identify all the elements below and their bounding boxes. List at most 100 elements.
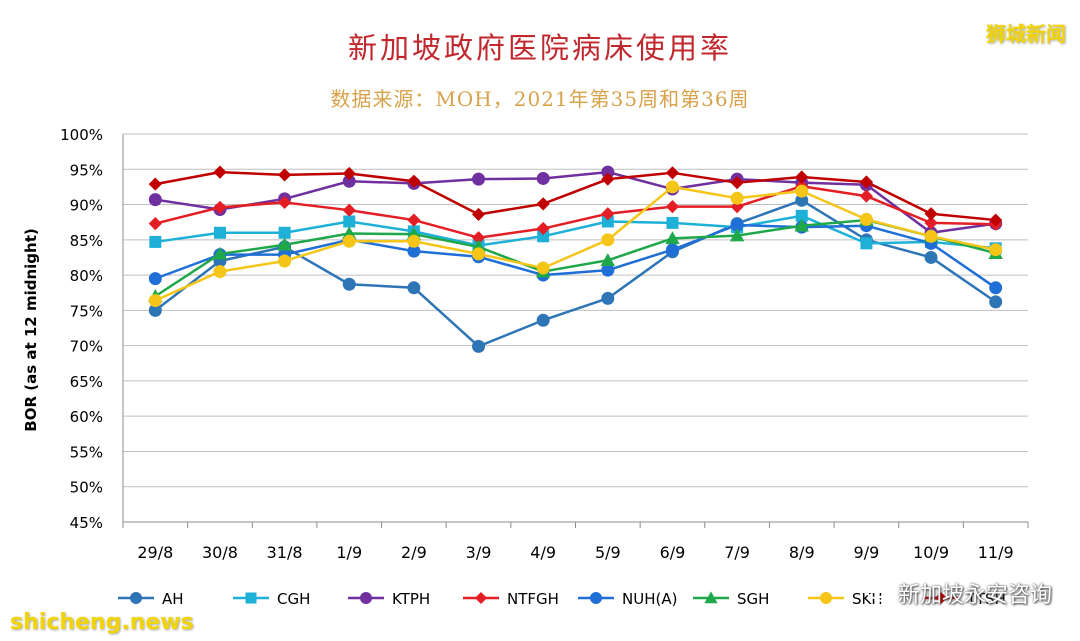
y-tick-label: 90% (70, 197, 103, 215)
series-line (155, 170, 996, 222)
x-tick-label: 11/9 (978, 543, 1014, 562)
data-point (665, 166, 680, 180)
legend-marker (820, 592, 832, 604)
legend-marker (245, 592, 257, 604)
x-tick-label: 4/9 (530, 543, 556, 562)
legend-marker (934, 591, 948, 605)
legend-item: NUH(A) (578, 590, 677, 608)
data-point (859, 212, 873, 226)
data-point (601, 233, 615, 247)
gridlines (123, 133, 1028, 523)
data-point (601, 207, 615, 221)
legend-marker (590, 592, 602, 604)
data-point (278, 226, 291, 239)
x-tick-label: 29/8 (137, 543, 173, 562)
legend-item: SGH (693, 590, 769, 608)
series-line (155, 214, 996, 250)
x-tick-label: 10/9 (913, 543, 949, 562)
data-point (665, 231, 680, 245)
data-point (471, 207, 486, 222)
data-point (537, 230, 550, 243)
data-point (730, 176, 744, 190)
data-point (407, 213, 421, 227)
data-point (989, 243, 1003, 257)
data-point (472, 172, 486, 186)
x-tick-label: 8/9 (789, 543, 815, 562)
data-point (278, 168, 292, 182)
x-tick-label: 6/9 (660, 543, 686, 562)
x-tick-label: 7/9 (724, 543, 750, 562)
y-tick-label: 60% (70, 408, 103, 426)
y-tick-label: 45% (70, 514, 103, 532)
data-point (536, 313, 550, 327)
data-point (148, 216, 162, 231)
legend-label: AH (162, 590, 184, 608)
data-point (148, 177, 162, 191)
legend-label: TTSH (966, 590, 1006, 608)
data-point (278, 195, 292, 210)
legend-marker (130, 592, 142, 604)
watermark-top-right: 狮城新闻 (986, 22, 1066, 46)
y-tick-label: 55% (70, 443, 103, 461)
series-ttsh (148, 165, 1003, 227)
data-point (924, 229, 938, 243)
data-point (149, 235, 162, 248)
legend: AH CGH KTPH NTFGH NUH(A) SGH SKH TTSH (118, 590, 1006, 608)
data-point (213, 226, 226, 239)
legend-marker (704, 591, 718, 604)
series-skh (148, 180, 1003, 307)
legend-label: CGH (277, 590, 310, 608)
y-tick-label: 80% (70, 267, 103, 285)
data-point (795, 170, 809, 184)
x-tick-label: 30/8 (202, 543, 238, 562)
legend-item: NTFGH (463, 590, 559, 608)
series-lines (148, 165, 1003, 353)
data-point (795, 184, 809, 198)
data-point (342, 277, 356, 291)
x-tick-label: 9/9 (854, 543, 880, 562)
data-point (472, 247, 486, 261)
data-point (471, 231, 486, 245)
data-point (989, 281, 1003, 295)
data-point (213, 265, 227, 279)
data-point (989, 213, 1003, 227)
data-point (407, 234, 421, 248)
data-point (666, 216, 679, 229)
data-point (472, 339, 486, 353)
data-point (342, 234, 356, 248)
data-point (859, 189, 873, 203)
x-tick-label: 3/9 (466, 543, 492, 562)
data-point (795, 209, 808, 222)
legend-item: CGH (233, 590, 310, 608)
data-point (342, 166, 356, 181)
data-point (860, 237, 873, 250)
data-point (730, 191, 744, 205)
legend-item: TTSH (923, 590, 1006, 608)
data-point (536, 171, 550, 185)
legend-label: NUH(A) (622, 590, 677, 608)
x-tick-label: 5/9 (595, 543, 621, 562)
data-point (601, 172, 615, 186)
y-tick-label: 95% (70, 161, 103, 179)
data-point (213, 200, 227, 214)
chart-title: 新加坡政府医院病床使用率 (348, 31, 732, 65)
series-sgh (148, 212, 1003, 303)
data-point (601, 291, 615, 305)
y-tick-label: 50% (70, 479, 103, 497)
series-line (154, 223, 997, 289)
x-tick-label: 31/8 (267, 543, 303, 562)
y-axis-label: BOR (as at 12 midnight) (22, 228, 40, 431)
y-tick-label: 70% (70, 338, 103, 356)
series-line (155, 184, 996, 239)
data-point (343, 215, 356, 228)
data-point (729, 228, 745, 242)
legend-label: KTPH (392, 590, 430, 608)
series-line (155, 170, 996, 235)
y-tick-label: 65% (70, 373, 103, 391)
x-tick-label: 2/9 (401, 543, 427, 562)
data-point (536, 221, 550, 236)
wechat-icon (865, 582, 892, 604)
data-point (601, 215, 614, 228)
data-point (665, 180, 679, 194)
